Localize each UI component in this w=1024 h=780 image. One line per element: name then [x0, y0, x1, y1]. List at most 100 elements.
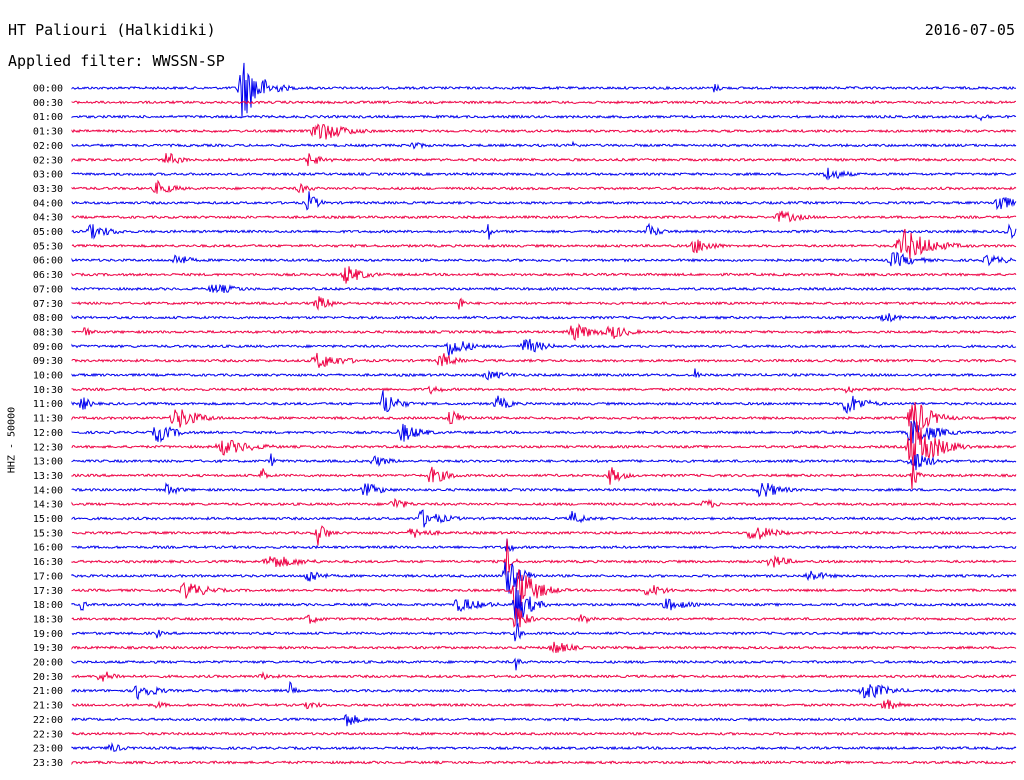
trace-line: [71, 352, 1017, 368]
filter-label: Applied filter: WWSSN-SP: [8, 52, 225, 70]
time-tick-label: 13:30: [33, 471, 63, 482]
time-tick-label: 22:00: [33, 715, 63, 726]
trace-line: [71, 140, 1017, 150]
time-tick-label: 16:00: [33, 543, 63, 554]
trace-line: [71, 461, 1017, 490]
trace-line: [71, 497, 1017, 509]
trace-line: [71, 313, 1017, 323]
trace-line: [71, 266, 1017, 284]
trace-line: [71, 222, 1017, 240]
time-tick-label: 15:30: [33, 528, 63, 539]
time-tick-label: 04:00: [33, 198, 63, 209]
trace-line: [71, 296, 1017, 311]
time-tick-label: 23:00: [33, 744, 63, 755]
trace-line: [71, 283, 1017, 294]
trace-line: [71, 742, 1017, 752]
time-tick-label: 18:00: [33, 600, 63, 611]
time-tick-label: 12:00: [33, 428, 63, 439]
trace-line: [71, 538, 1017, 553]
trace-line: [71, 641, 1017, 654]
date-label: 2016-07-05: [924, 21, 1015, 39]
trace-line: [71, 482, 1017, 498]
time-tick-label: 05:00: [33, 227, 63, 238]
trace-line: [71, 420, 1017, 444]
trace-line: [71, 323, 1017, 341]
trace-line: [71, 390, 1017, 414]
time-tick-label: 01:00: [33, 112, 63, 123]
trace-line: [71, 62, 1017, 118]
time-tick-label: 03:00: [33, 170, 63, 181]
trace-line: [71, 167, 1017, 181]
trace-line: [71, 525, 1017, 546]
trace-line: [71, 680, 1017, 701]
time-tick-label: 16:30: [33, 557, 63, 568]
time-tick-label: 14:30: [33, 500, 63, 511]
time-tick-label: 12:30: [33, 442, 63, 453]
time-tick-label: 09:30: [33, 356, 63, 367]
time-tick-label: 10:00: [33, 371, 63, 382]
time-tick-label: 04:30: [33, 213, 63, 224]
time-tick-label: 17:30: [33, 586, 63, 597]
time-tick-label: 19:30: [33, 643, 63, 654]
trace-line: [71, 587, 1017, 627]
trace-line: [71, 453, 1017, 471]
trace-line: [71, 100, 1016, 105]
time-tick-label: 05:30: [33, 241, 63, 252]
trace-line: [71, 538, 1017, 578]
time-tick-label: 01:30: [33, 127, 63, 138]
trace-line: [71, 402, 1017, 433]
time-tick-label: 07:00: [33, 284, 63, 295]
trace-line: [71, 731, 1017, 737]
time-tick-label: 03:30: [33, 184, 63, 195]
trace-line: [71, 114, 1017, 122]
trace-line: [71, 657, 1017, 671]
trace-line: [71, 561, 1017, 594]
trace-line: [71, 152, 1017, 167]
time-tick-label: 22:30: [33, 729, 63, 740]
station-title: HT Paliouri (Halkidiki): [8, 21, 216, 39]
time-tick-label: 20:00: [33, 658, 63, 669]
trace-line: [71, 251, 1017, 267]
trace-line: [71, 622, 1017, 642]
time-tick-label: 19:00: [33, 629, 63, 640]
time-tick-label: 15:00: [33, 514, 63, 525]
time-tick-label: 18:30: [33, 614, 63, 625]
time-tick-label: 11:00: [33, 399, 63, 410]
time-tick-label: 14:00: [33, 485, 63, 496]
trace-line: [71, 760, 1017, 766]
time-tick-label: 20:30: [33, 672, 63, 683]
time-tick-label: 10:30: [33, 385, 63, 396]
time-tick-label: 09:00: [33, 342, 63, 353]
trace-line: [71, 421, 1017, 466]
time-tick-label: 08:30: [33, 327, 63, 338]
trace-line: [71, 385, 1017, 395]
time-tick-label: 00:30: [33, 98, 63, 109]
time-tick-label: 21:00: [33, 686, 63, 697]
trace-line: [71, 368, 1017, 381]
time-tick-label: 02:00: [33, 141, 63, 152]
trace-line: [71, 210, 1017, 223]
time-tick-label: 21:30: [33, 701, 63, 712]
time-tick-label: 06:00: [33, 256, 63, 267]
trace-line: [71, 713, 1017, 727]
time-tick-label: 00:00: [33, 84, 63, 95]
trace-line: [71, 607, 1017, 628]
time-tick-label: 08:00: [33, 313, 63, 324]
trace-line: [71, 179, 1017, 194]
trace-line: [71, 191, 1017, 211]
trace-line: [71, 338, 1017, 357]
time-tick-label: 11:30: [33, 414, 63, 425]
trace-line: [71, 228, 1017, 259]
time-tick-label: 17:00: [33, 571, 63, 582]
time-tick-label: 23:30: [33, 758, 63, 769]
time-tick-label: 13:00: [33, 457, 63, 468]
time-tick-label: 06:30: [33, 270, 63, 281]
time-tick-label: 02:30: [33, 155, 63, 166]
trace-line: [71, 509, 1017, 528]
trace-line: [71, 671, 1017, 682]
trace-line: [71, 699, 1016, 710]
trace-line: [71, 569, 1017, 617]
time-tick-label: 07:30: [33, 299, 63, 310]
